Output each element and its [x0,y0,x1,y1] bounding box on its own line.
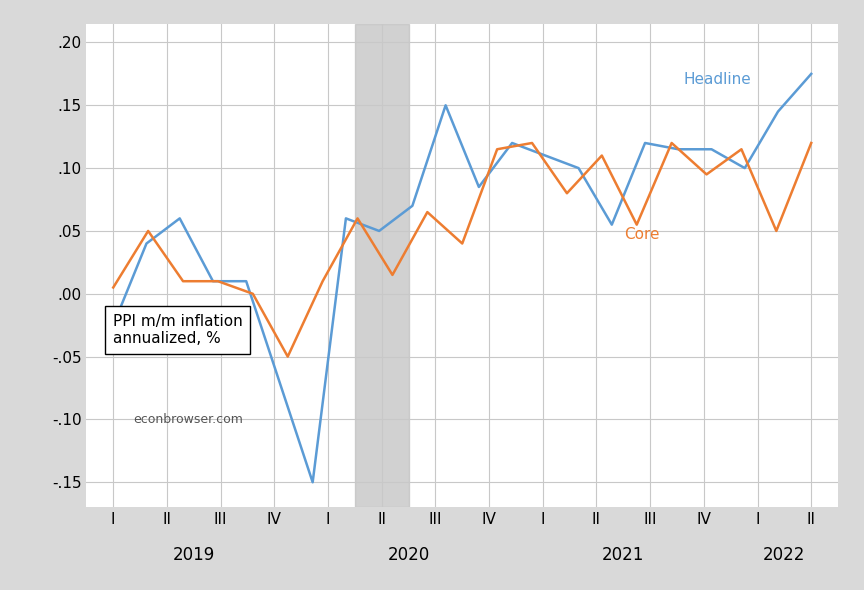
Text: 2019: 2019 [173,546,215,564]
Text: 2022: 2022 [763,546,805,564]
Text: econbrowser.com: econbrowser.com [133,413,243,426]
Text: 2021: 2021 [602,546,645,564]
Text: Headline: Headline [684,72,752,87]
Text: PPI m/m inflation
annualized, %: PPI m/m inflation annualized, % [112,314,243,346]
Text: Core: Core [624,227,659,242]
Text: 2020: 2020 [387,546,429,564]
Bar [355,24,409,507]
